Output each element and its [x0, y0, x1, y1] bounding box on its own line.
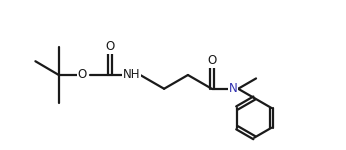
Text: NH: NH [122, 69, 140, 81]
Text: N: N [229, 82, 238, 95]
Text: O: O [78, 69, 87, 81]
Text: O: O [105, 40, 114, 53]
Text: O: O [207, 54, 216, 67]
